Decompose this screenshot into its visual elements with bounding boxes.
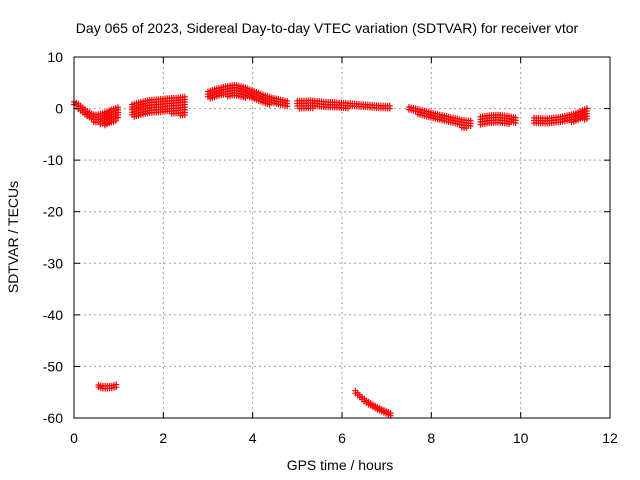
x-tick-label: 10 bbox=[513, 430, 529, 446]
x-tick-labels: 0 2 4 6 8 10 12 bbox=[70, 430, 618, 446]
y-tick-label: -20 bbox=[43, 204, 63, 220]
series-band-morning bbox=[129, 93, 188, 120]
series-outlier-early bbox=[95, 381, 120, 392]
y-tick-label: -10 bbox=[43, 152, 63, 168]
chart-title: Day 065 of 2023, Sidereal Day-to-day VTE… bbox=[76, 20, 579, 36]
y-tick-label: -50 bbox=[43, 358, 63, 374]
y-tick-label: -60 bbox=[43, 410, 63, 426]
x-tick-label: 8 bbox=[427, 430, 435, 446]
series-outlier-late bbox=[352, 387, 394, 419]
y-axis-label: SDTVAR / TECUs bbox=[5, 181, 21, 293]
data-markers bbox=[71, 81, 590, 419]
y-tick-label: -40 bbox=[43, 307, 63, 323]
series-band-night-2 bbox=[531, 105, 590, 127]
series-band-evening bbox=[406, 104, 474, 132]
x-tick-label: 2 bbox=[159, 430, 167, 446]
y-tick-label: -30 bbox=[43, 255, 63, 271]
y-tick-labels: 10 0 -10 -20 -30 -40 -50 -60 bbox=[43, 49, 63, 426]
x-axis-label: GPS time / hours bbox=[287, 457, 394, 473]
series-band-early bbox=[71, 98, 121, 129]
y-tick-label: 10 bbox=[47, 49, 63, 65]
grid-lines bbox=[74, 57, 610, 418]
x-tick-label: 12 bbox=[602, 430, 618, 446]
series-band-night-1 bbox=[477, 111, 519, 128]
x-tick-label: 4 bbox=[249, 430, 257, 446]
series-band-midday bbox=[205, 81, 291, 110]
series-band-afternoon bbox=[294, 97, 393, 112]
x-tick-label: 6 bbox=[338, 430, 346, 446]
axis-ticks bbox=[73, 56, 611, 419]
y-tick-label: 0 bbox=[55, 101, 63, 117]
x-tick-label: 0 bbox=[70, 430, 78, 446]
